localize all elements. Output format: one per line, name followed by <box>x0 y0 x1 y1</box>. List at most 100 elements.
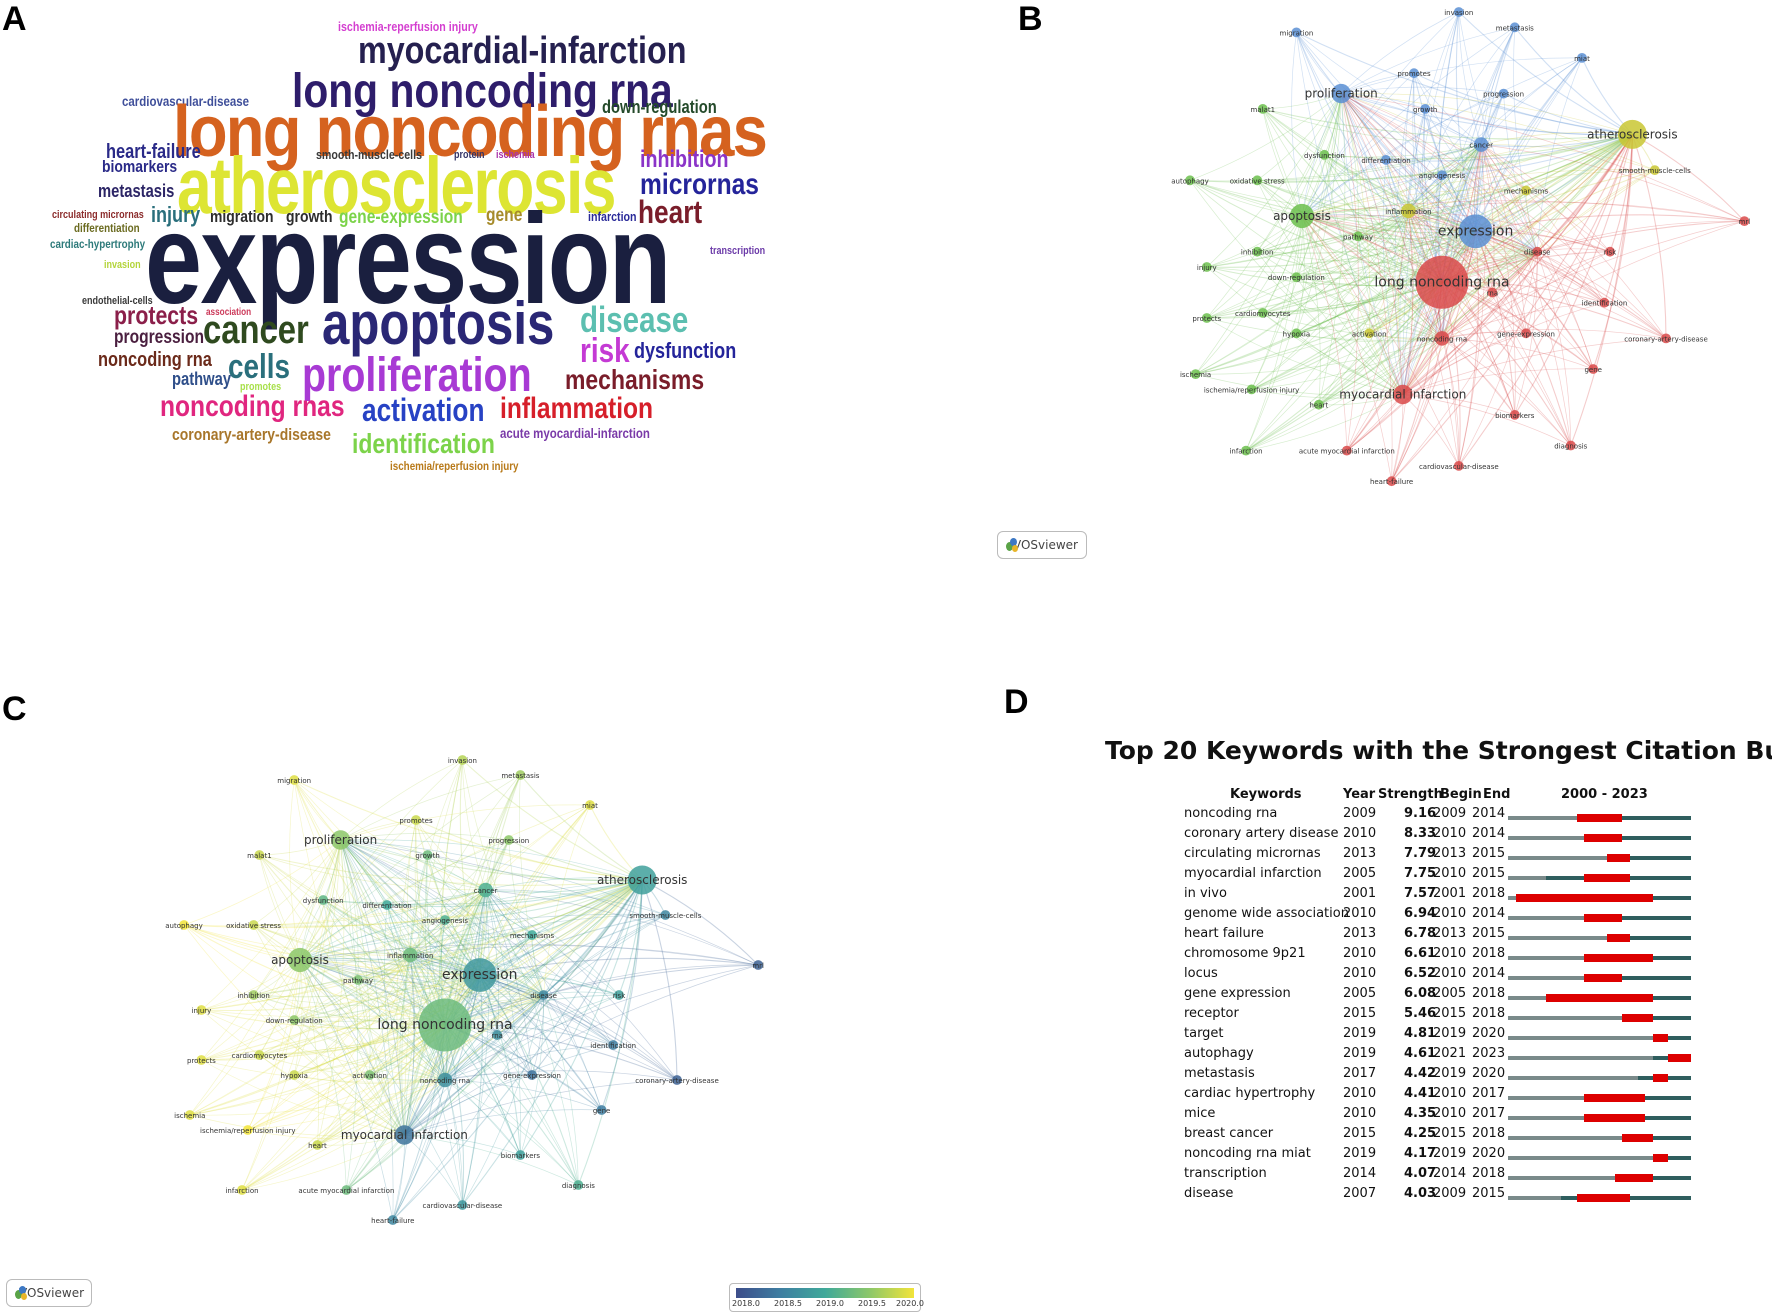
network-edge <box>1391 144 1482 482</box>
col-header-end: End <box>1483 787 1511 802</box>
word-cloud-word: ischemia <box>496 149 535 161</box>
network-edge <box>253 924 480 976</box>
network-edge <box>1340 93 1404 395</box>
network-edge <box>444 1079 463 1206</box>
burst-year: 2010 <box>1343 946 1377 961</box>
network-edge <box>293 779 643 881</box>
network-edge <box>294 1074 446 1085</box>
network-edge <box>299 959 394 1221</box>
network-edge <box>1301 215 1516 416</box>
network-edge <box>462 759 643 881</box>
network-edge <box>1413 72 1633 135</box>
network-edge <box>1245 134 1633 452</box>
network-node-label: heart <box>308 1142 327 1150</box>
network-edge <box>201 839 341 1011</box>
network-node <box>1185 175 1195 186</box>
network-edge <box>1492 134 1633 293</box>
network-edge <box>1296 251 1538 334</box>
network-edge <box>1262 108 1538 253</box>
network-edge <box>404 1074 533 1136</box>
network-edge <box>404 964 759 1136</box>
network-edge <box>485 889 666 916</box>
burst-begin: 2010 <box>1433 906 1467 921</box>
network-edge <box>189 959 301 1116</box>
burst-begin: 2015 <box>1433 1126 1467 1141</box>
burst-begin: 2015 <box>1433 1006 1467 1021</box>
word-cloud-word: expression <box>145 188 671 331</box>
network-edge <box>317 879 643 1146</box>
network-edge <box>531 994 544 1076</box>
burst-row: gene expression 2005 6.08 2005 2018 <box>0 986 1772 1006</box>
network-edge <box>1603 134 1633 303</box>
network-edge <box>485 889 620 996</box>
network-node-label: down-regulation <box>266 1017 323 1025</box>
network-edge <box>1441 220 1745 339</box>
network-node <box>1393 384 1413 405</box>
colorbar-tick: 2018.0 <box>732 1299 760 1308</box>
network-node-label: invasion <box>1444 9 1473 17</box>
network-node <box>364 1070 375 1080</box>
network-edge <box>1340 93 1516 416</box>
burst-end: 2018 <box>1472 886 1506 901</box>
network-edge <box>444 1079 521 1156</box>
burst-row: in vivo 2001 7.57 2001 2018 <box>0 886 1772 906</box>
network-edge <box>340 839 405 1136</box>
network-edge <box>241 994 544 1191</box>
network-node <box>289 1015 300 1025</box>
network-edge <box>1536 134 1633 252</box>
burst-strength: 4.61 <box>1404 1046 1437 1061</box>
network-edge <box>1475 133 1633 232</box>
network-edge <box>1189 179 1476 232</box>
network-edge <box>485 889 602 1111</box>
word-cloud-word: micrornas <box>640 168 759 201</box>
network-edge <box>1357 236 1538 254</box>
burst-keyword: gene expression <box>1184 986 1291 1001</box>
colorbar-tick: 2019.5 <box>858 1299 886 1308</box>
network-node <box>1509 22 1520 33</box>
vosviewer-badge-b: VOSviewer <box>997 531 1087 559</box>
network-edge <box>1318 144 1482 405</box>
network-edge <box>1245 338 1443 451</box>
network-node-label: autophagy <box>1171 177 1209 185</box>
network-edge <box>519 774 544 996</box>
network-edge <box>323 879 643 906</box>
network-edge <box>1256 180 1443 339</box>
network-edge <box>601 879 643 1111</box>
network-node-label: cardiomyocytes <box>232 1052 288 1060</box>
network-node <box>440 915 450 925</box>
burst-strength: 4.41 <box>1404 1086 1437 1101</box>
network-edge <box>1301 215 1493 293</box>
network-node <box>1257 104 1268 114</box>
network-edge <box>1296 32 1409 212</box>
network-edge <box>1256 93 1342 252</box>
network-edge <box>1257 144 1482 181</box>
network-edge <box>543 879 643 996</box>
network-node <box>1313 399 1324 410</box>
word-cloud-word: atherosclerosis <box>177 141 616 230</box>
network-node <box>1437 170 1447 181</box>
network-edge <box>1262 251 1538 314</box>
burst-keyword: coronary artery disease <box>1184 826 1339 841</box>
network-edge <box>1385 159 1443 339</box>
network-edge <box>1503 93 1538 252</box>
network-node <box>527 1070 537 1080</box>
burst-year: 2015 <box>1343 1126 1377 1141</box>
network-edge <box>253 974 480 998</box>
network-edge <box>1402 251 1611 395</box>
network-edge <box>1341 93 1605 303</box>
network-edge <box>183 924 446 1081</box>
network-edge <box>1475 57 1583 232</box>
network-edge <box>1402 251 1538 395</box>
network-edge <box>1455 11 1477 232</box>
network-edge <box>1341 93 1482 145</box>
burst-row: autophagy 2019 4.61 2021 2023 <box>0 1046 1772 1066</box>
burst-row: receptor 2015 5.46 2015 2018 <box>0 1006 1772 1026</box>
network-edge <box>189 1114 405 1137</box>
network-edge <box>1257 144 1482 253</box>
network-edge <box>1324 154 1538 253</box>
network-node <box>1291 272 1302 283</box>
network-edge <box>444 1079 579 1186</box>
burst-timeline <box>1508 1074 1691 1082</box>
network-edge <box>253 879 643 927</box>
network-edge <box>1251 93 1342 390</box>
